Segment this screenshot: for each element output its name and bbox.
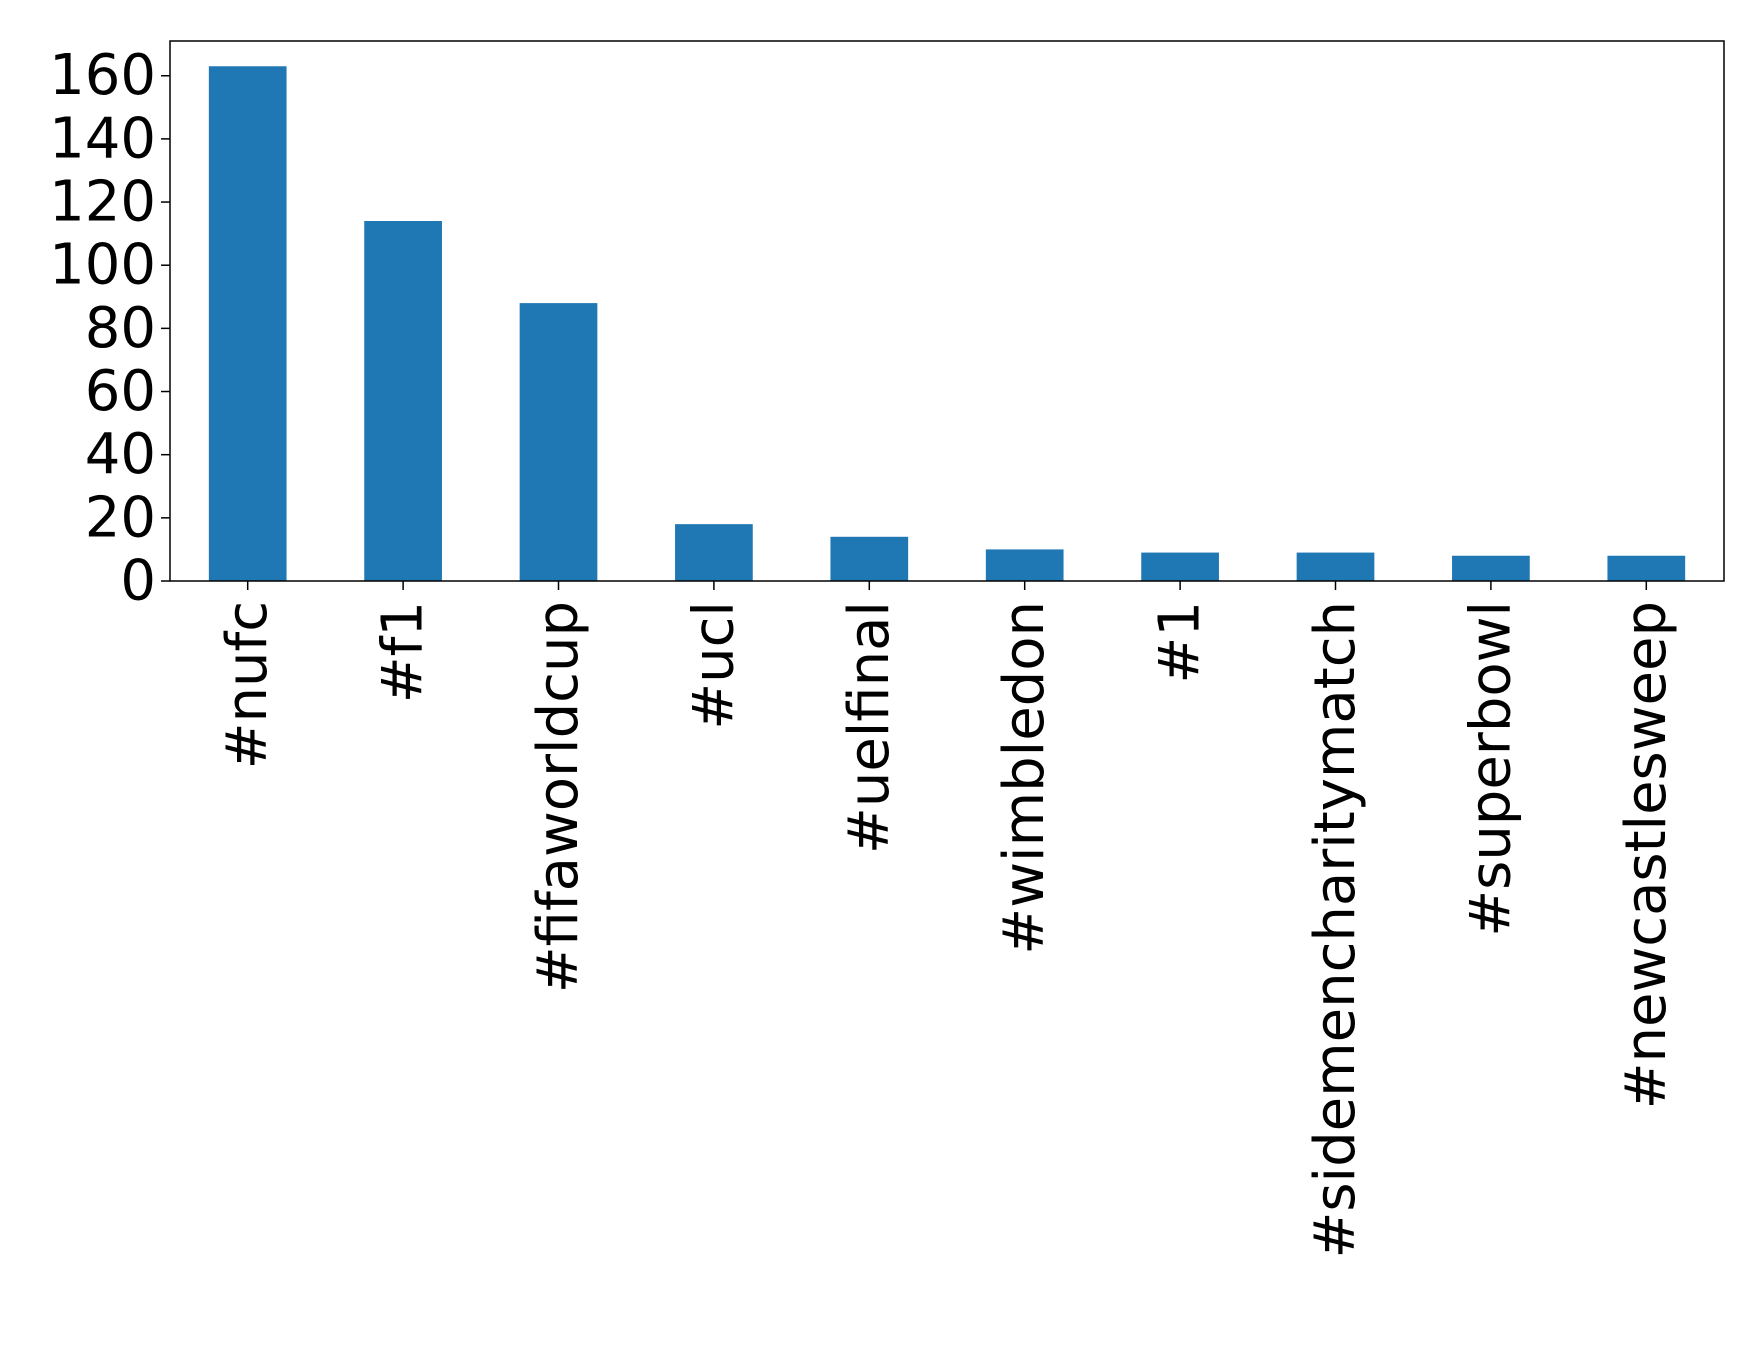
x-tick-label-fifaworldcup: #fifaworldcup [526,601,591,993]
y-tick-label: 140 [49,106,156,171]
bar-1 [1141,552,1219,581]
y-tick-label: 120 [49,170,156,235]
bar-ucl [675,524,753,581]
y-tick-label: 100 [49,233,156,298]
bars-group [208,66,1686,581]
x-tick-label-1: #1 [1148,601,1213,684]
bar-uelfinal [830,536,909,581]
x-tick-label-uelfinal: #uelfinal [837,601,902,854]
x-tick-label-sidemencharitymatch: #sidemencharitymatch [1303,601,1368,1259]
bar-sidemencharitymatch [1296,552,1375,581]
y-tick-label: 40 [85,422,156,487]
bar-wimbledon [985,549,1064,581]
bar-nufc [208,66,287,581]
y-tick-label: 20 [85,485,156,550]
plot-frame [169,40,1725,582]
y-tick-label: 80 [85,296,156,361]
x-tick-label-ucl: #ucl [681,601,746,730]
x-tick-label-newcastlesweep: #newcastlesweep [1614,601,1679,1109]
x-tick-label-superbowl: #superbowl [1458,601,1523,937]
x-tick-label-nufc: #nufc [215,601,280,769]
y-tick-label: 0 [120,549,156,614]
bar-newcastlesweep [1607,555,1686,581]
bar-f1 [364,221,442,581]
bar-fifaworldcup [519,303,598,581]
y-tick-label: 60 [85,359,156,424]
x-axis: #nufc #f1 #fifaworldcup #ucl #uelfinal #wimbl… [215,581,1679,1259]
bar-superbowl [1452,555,1530,581]
x-tick-label-f1: #f1 [371,601,436,703]
y-tick-label: 160 [49,43,156,108]
x-tick-label-wimbledon: #wimbledon [992,601,1057,955]
